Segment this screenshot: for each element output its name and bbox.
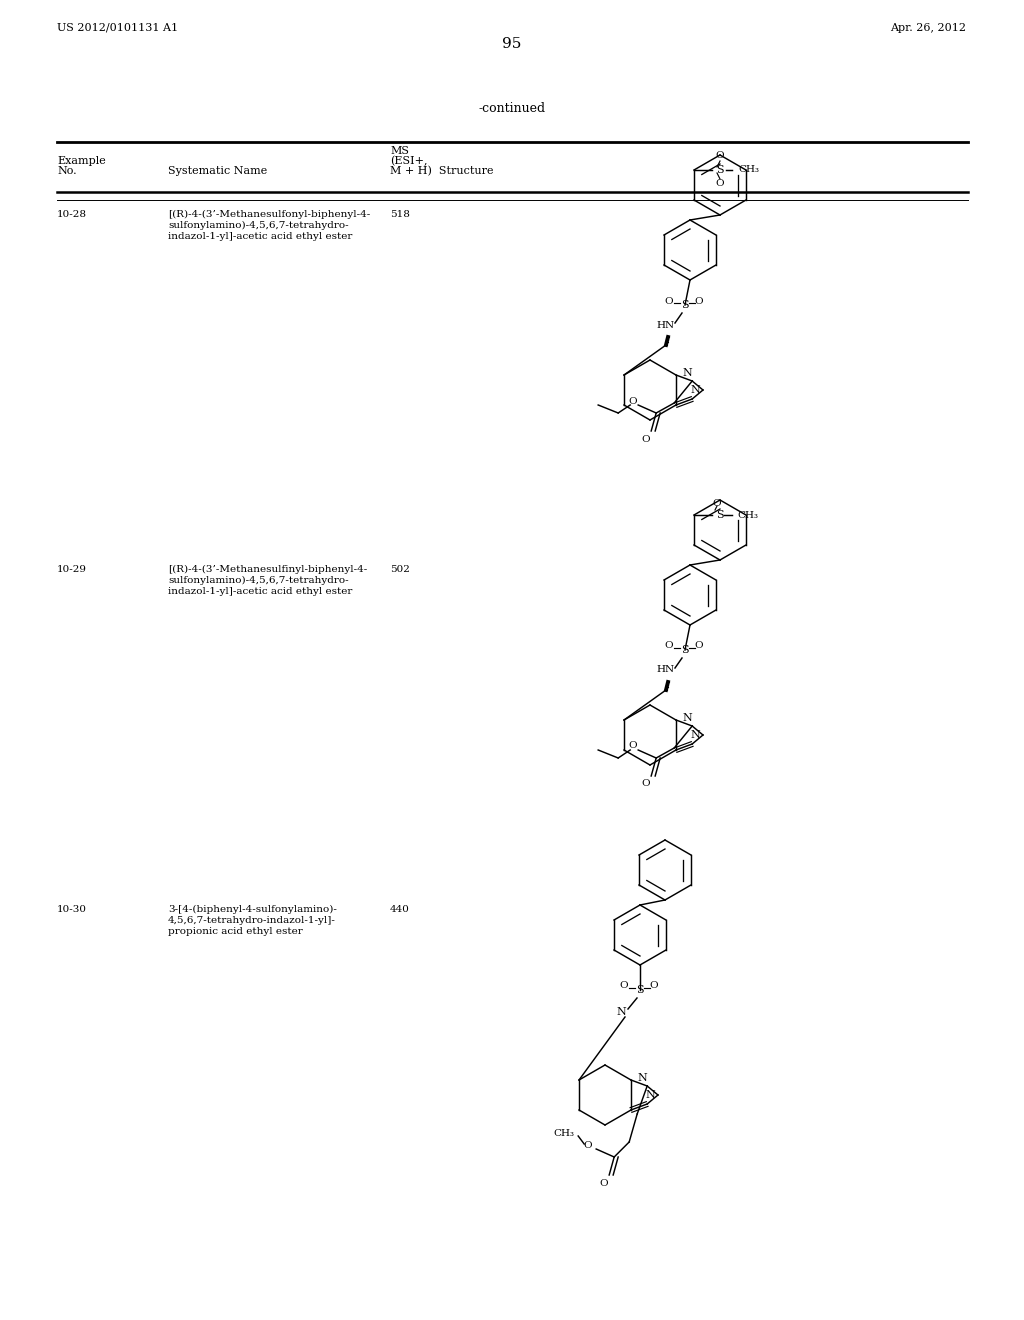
Text: -continued: -continued bbox=[478, 102, 546, 115]
Text: sulfonylamino)-4,5,6,7-tetrahydro-: sulfonylamino)-4,5,6,7-tetrahydro- bbox=[168, 576, 348, 585]
Text: O: O bbox=[620, 982, 629, 990]
Text: indazol-1-yl]-acetic acid ethyl ester: indazol-1-yl]-acetic acid ethyl ester bbox=[168, 232, 352, 242]
Text: 10-30: 10-30 bbox=[57, 906, 87, 913]
Text: N: N bbox=[690, 730, 699, 741]
Text: 3-[4-(biphenyl-4-sulfonylamino)-: 3-[4-(biphenyl-4-sulfonylamino)- bbox=[168, 906, 337, 915]
Text: 502: 502 bbox=[390, 565, 410, 574]
Text: N: N bbox=[645, 1090, 655, 1100]
Text: S: S bbox=[681, 300, 689, 310]
Text: 10-29: 10-29 bbox=[57, 565, 87, 574]
Text: N: N bbox=[637, 1073, 647, 1082]
Text: N: N bbox=[616, 1007, 626, 1016]
Text: [(R)-4-(3’-Methanesulfinyl-biphenyl-4-: [(R)-4-(3’-Methanesulfinyl-biphenyl-4- bbox=[168, 565, 368, 574]
Text: [(R)-4-(3’-Methanesulfonyl-biphenyl-4-: [(R)-4-(3’-Methanesulfonyl-biphenyl-4- bbox=[168, 210, 371, 219]
Text: O: O bbox=[665, 642, 674, 651]
Text: HN: HN bbox=[657, 321, 675, 330]
Text: S: S bbox=[716, 165, 724, 176]
Text: 518: 518 bbox=[390, 210, 410, 219]
Text: O: O bbox=[642, 434, 650, 444]
Text: S: S bbox=[716, 510, 724, 520]
Text: S: S bbox=[636, 985, 644, 995]
Text: US 2012/0101131 A1: US 2012/0101131 A1 bbox=[57, 22, 178, 33]
Text: 4,5,6,7-tetrahydro-indazol-1-yl]-: 4,5,6,7-tetrahydro-indazol-1-yl]- bbox=[168, 916, 336, 925]
Text: O: O bbox=[600, 1179, 608, 1188]
Text: O: O bbox=[649, 982, 658, 990]
Text: CH₃: CH₃ bbox=[738, 165, 759, 174]
Text: CH₃: CH₃ bbox=[553, 1129, 574, 1138]
Text: M + H)  Structure: M + H) Structure bbox=[390, 166, 494, 177]
Text: N: N bbox=[682, 713, 692, 723]
Text: O: O bbox=[642, 780, 650, 788]
Text: O: O bbox=[629, 742, 638, 751]
Text: O: O bbox=[694, 642, 703, 651]
Text: O: O bbox=[713, 499, 721, 507]
Text: Apr. 26, 2012: Apr. 26, 2012 bbox=[890, 22, 966, 33]
Text: O: O bbox=[716, 152, 724, 161]
Text: No.: No. bbox=[57, 166, 77, 176]
Text: propionic acid ethyl ester: propionic acid ethyl ester bbox=[168, 927, 303, 936]
Text: S: S bbox=[681, 645, 689, 655]
Text: N: N bbox=[682, 368, 692, 378]
Text: O: O bbox=[665, 297, 674, 305]
Text: 440: 440 bbox=[390, 906, 410, 913]
Text: O: O bbox=[716, 180, 724, 189]
Text: indazol-1-yl]-acetic acid ethyl ester: indazol-1-yl]-acetic acid ethyl ester bbox=[168, 587, 352, 597]
Text: O: O bbox=[629, 396, 638, 405]
Text: sulfonylamino)-4,5,6,7-tetrahydro-: sulfonylamino)-4,5,6,7-tetrahydro- bbox=[168, 220, 348, 230]
Text: MS: MS bbox=[390, 147, 409, 156]
Text: Example: Example bbox=[57, 156, 105, 166]
Text: Systematic Name: Systematic Name bbox=[168, 166, 267, 176]
Text: N: N bbox=[690, 385, 699, 395]
Text: (ESI+,: (ESI+, bbox=[390, 156, 427, 166]
Text: HN: HN bbox=[657, 665, 675, 675]
Text: 95: 95 bbox=[503, 37, 521, 51]
Text: O: O bbox=[584, 1140, 593, 1150]
Text: CH₃: CH₃ bbox=[737, 511, 758, 520]
Text: O: O bbox=[694, 297, 703, 305]
Text: 10-28: 10-28 bbox=[57, 210, 87, 219]
